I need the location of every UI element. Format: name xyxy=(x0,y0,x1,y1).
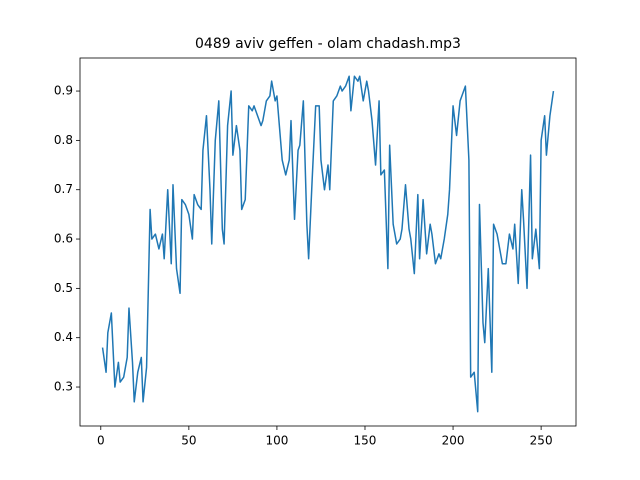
y-tick-label: 0.5 xyxy=(54,281,73,295)
x-tick-label: 50 xyxy=(181,434,196,448)
x-tick-label: 150 xyxy=(354,434,377,448)
plot-frame xyxy=(79,57,577,427)
y-tick-label: 0.3 xyxy=(54,380,73,394)
y-tick-label: 0.7 xyxy=(54,182,73,196)
data-line xyxy=(101,75,555,413)
chart-title: 0489 aviv geffen - olam chadash.mp3 xyxy=(195,36,461,52)
x-tick-label: 100 xyxy=(265,434,288,448)
y-tick-label: 0.6 xyxy=(54,232,73,246)
x-tick-label: 0 xyxy=(97,434,105,448)
x-tick-label: 250 xyxy=(530,434,553,448)
y-tick-label: 0.4 xyxy=(54,330,73,344)
y-tick-label: 0.8 xyxy=(54,133,73,147)
x-tick-label: 200 xyxy=(442,434,465,448)
y-tick-label: 0.9 xyxy=(54,84,73,98)
